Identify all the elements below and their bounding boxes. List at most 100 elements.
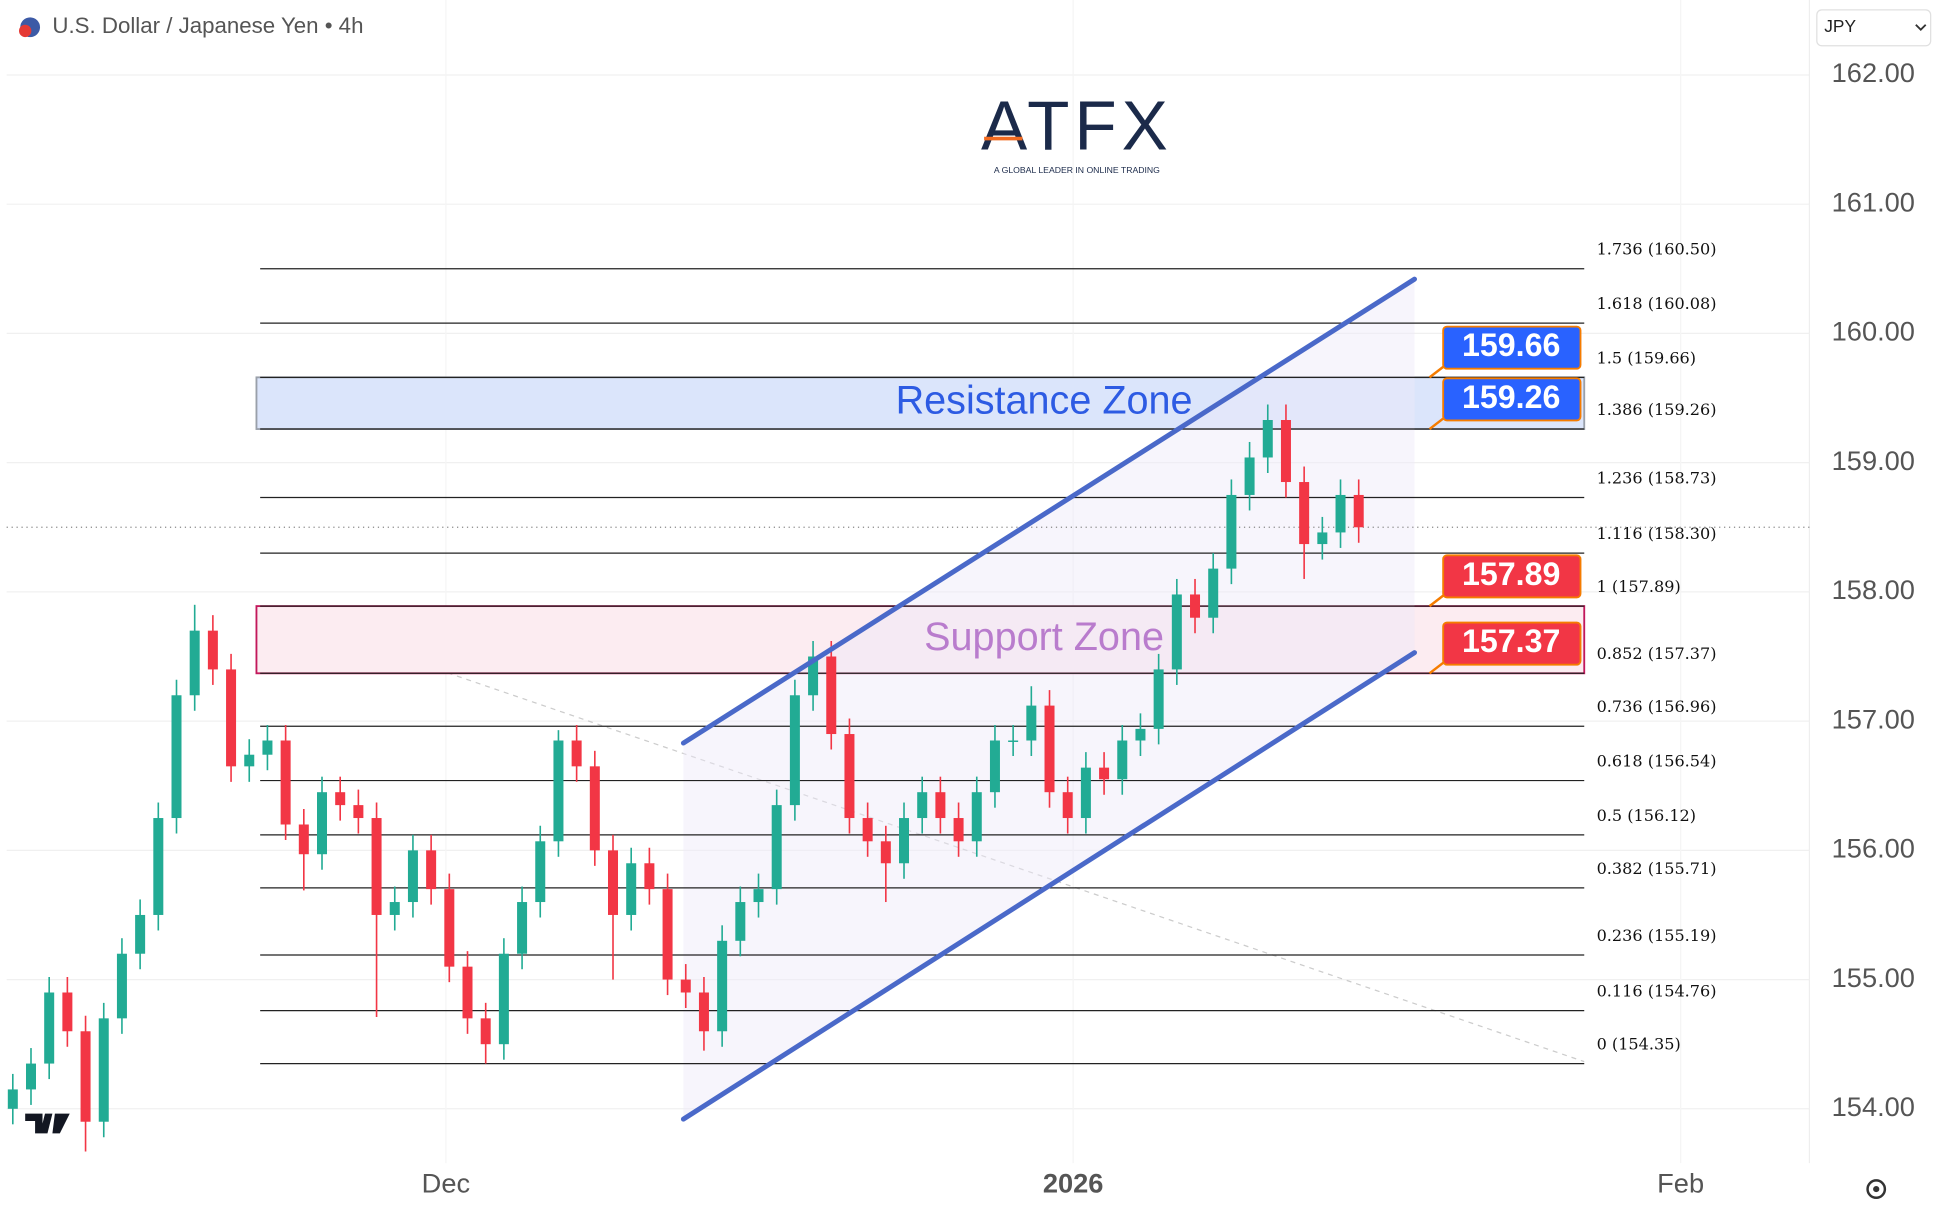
y-tick-label: 154.00 <box>1832 1091 1915 1122</box>
candle-body <box>535 841 546 903</box>
fib-label: 0 (154.35) <box>1597 1035 1681 1054</box>
currency-dropdown[interactable] <box>1816 9 1932 47</box>
candle-body <box>899 818 910 864</box>
candle-body <box>1117 740 1128 780</box>
y-tick-label: 156.00 <box>1832 833 1915 864</box>
zone-label: Support Zone <box>924 615 1164 659</box>
candle-body <box>1226 494 1237 569</box>
candle-body <box>1044 705 1055 793</box>
flag-icon-part <box>18 24 32 38</box>
candle-body <box>571 740 582 767</box>
candle-body <box>298 824 309 855</box>
candle-body <box>444 889 455 967</box>
dropdown-arrow <box>1915 24 1927 32</box>
candle-body <box>517 902 528 954</box>
chart-title: U.S. Dollar / Japanese Yen • 4h <box>52 13 363 38</box>
candle-body <box>135 914 146 954</box>
candle-body <box>971 792 982 842</box>
candle-body <box>98 1018 109 1122</box>
candle-body <box>1280 420 1291 483</box>
currency-label: JPY <box>1824 16 1856 36</box>
y-tick-label: 158.00 <box>1832 574 1915 605</box>
candle-body <box>171 695 182 819</box>
candle-body <box>917 792 928 819</box>
y-tick-label: 159.00 <box>1832 445 1915 476</box>
candle-body <box>7 1089 18 1109</box>
candle-body <box>317 792 328 855</box>
candle-body <box>1062 792 1073 819</box>
candle-body <box>698 992 709 1032</box>
plot: Resistance Zone Support Zone 1.736 (160.50… <box>6 240 1810 1152</box>
fib-label: 0.5 (156.12) <box>1597 806 1696 825</box>
fib-label: 0.236 (155.19) <box>1597 926 1717 945</box>
candle-body <box>389 902 400 915</box>
channel-line <box>680 276 1418 746</box>
fib-label: 1.116 (158.30) <box>1597 524 1717 543</box>
candle-body <box>1335 494 1346 533</box>
candle-body <box>207 630 218 670</box>
fib-label: 0.116 (154.76) <box>1597 982 1717 1001</box>
channel-line <box>680 650 1418 1122</box>
candle-body <box>553 740 564 842</box>
y-tick-label: 162.00 <box>1832 57 1915 88</box>
price-tag-label: 159.26 <box>1462 379 1560 415</box>
fib-label: 0.852 (157.37) <box>1597 644 1717 663</box>
candle-body <box>1262 420 1273 458</box>
candle-body <box>789 695 800 806</box>
logo-tagline: A GLOBAL LEADER IN ONLINE TRADING <box>994 165 1160 175</box>
candle-body <box>426 850 437 890</box>
x-tick-label: Dec <box>422 1168 470 1199</box>
candle-body <box>808 656 819 696</box>
candle-body <box>717 940 728 1032</box>
candle-body <box>844 734 855 819</box>
zone-label: Resistance Zone <box>896 379 1193 423</box>
candle-body <box>989 740 1000 793</box>
candle-body <box>80 1031 91 1122</box>
candle-body <box>153 818 164 915</box>
grid <box>6 0 1810 1164</box>
settings-icon-center <box>1873 1185 1880 1193</box>
candle-body <box>735 902 746 941</box>
candle-body <box>1080 767 1091 819</box>
candle-body <box>280 740 291 825</box>
candle-body <box>116 953 127 1019</box>
fib-label: 1.386 (159.26) <box>1597 400 1717 419</box>
candle-body <box>226 669 237 767</box>
candle-body <box>662 889 673 980</box>
settings-icon[interactable] <box>1866 1179 1887 1199</box>
price-tag-label: 159.66 <box>1462 327 1560 363</box>
candle-body <box>244 754 255 767</box>
candle-body <box>480 1018 491 1045</box>
candle-body <box>353 805 364 819</box>
candle-body <box>1299 482 1310 545</box>
candle-body <box>44 992 55 1064</box>
y-tick-label: 155.00 <box>1832 962 1915 993</box>
candle-body <box>589 766 600 851</box>
y-tick-label: 161.00 <box>1832 186 1915 217</box>
candle-body <box>1026 705 1037 741</box>
candle-body <box>371 818 382 915</box>
candle-body <box>1244 457 1255 495</box>
candle-body <box>407 850 418 903</box>
candle-body <box>1171 594 1182 670</box>
candle-body <box>862 818 873 842</box>
candle-body <box>1190 594 1201 618</box>
candle-body <box>189 630 200 696</box>
price-tag <box>1442 554 1582 599</box>
price-tag-label: 157.37 <box>1462 623 1560 659</box>
fib-label: 0.736 (156.96) <box>1597 697 1717 716</box>
x-tick-label: Feb <box>1657 1168 1704 1199</box>
candle-body <box>1135 728 1146 741</box>
candle-body <box>1317 532 1328 545</box>
y-tick-label: 157.00 <box>1832 703 1915 734</box>
candle-body <box>498 953 509 1045</box>
candle-body <box>953 818 964 842</box>
price-tag <box>1442 621 1582 666</box>
price-tag <box>1442 377 1582 422</box>
candle-body <box>1153 669 1164 729</box>
fib-label: 1.618 (160.08) <box>1597 294 1717 313</box>
candle-body <box>626 863 637 915</box>
candle-body <box>608 850 619 915</box>
candle-body <box>771 805 782 890</box>
candle-body <box>1208 568 1219 618</box>
